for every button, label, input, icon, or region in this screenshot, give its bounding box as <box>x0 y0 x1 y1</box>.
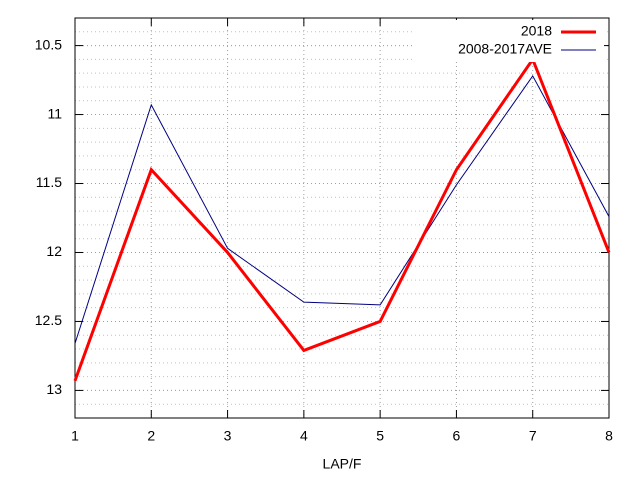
line-series <box>74 74 610 344</box>
legend-label: 2008-2017AVE <box>458 41 552 57</box>
x-tick-label: 5 <box>376 428 384 444</box>
legend-box <box>414 20 604 62</box>
x-tick-label: 8 <box>605 428 613 444</box>
x-tick-label: 2 <box>147 428 155 444</box>
y-tick-label: 11.5 <box>36 174 62 190</box>
x-tick-label: 7 <box>529 428 537 444</box>
x-tick-label: 3 <box>224 428 232 444</box>
y-tick-label: 11 <box>47 105 62 121</box>
x-tick-label: 4 <box>300 428 308 444</box>
line-series <box>73 56 611 382</box>
y-tick-label: 13 <box>46 381 62 397</box>
x-tick-label: 6 <box>453 428 461 444</box>
legend-label: 2018 <box>521 23 552 39</box>
x-tick-label: 1 <box>71 428 79 444</box>
plot-frame <box>74 17 610 419</box>
y-tick-label: 12.5 <box>35 312 62 328</box>
y-tick-label: 10.5 <box>35 36 62 52</box>
y-tick-label: 12 <box>46 243 62 259</box>
x-axis-label: LAP/F <box>323 456 362 472</box>
